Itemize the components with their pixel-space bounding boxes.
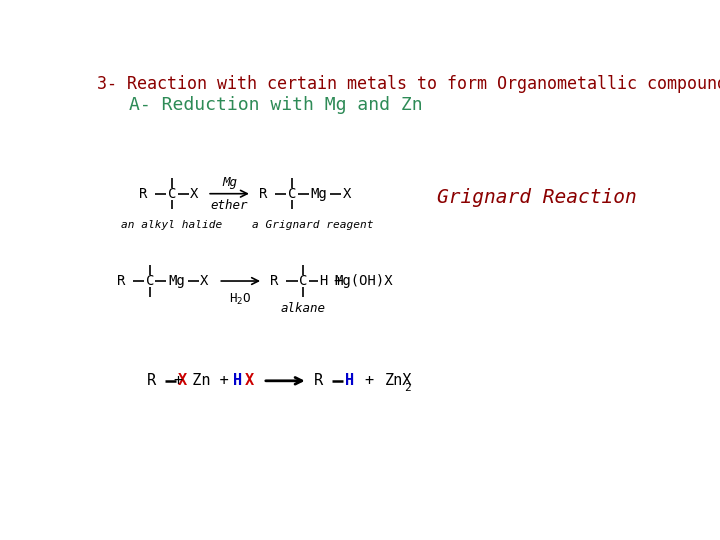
Text: ether: ether: [211, 199, 248, 212]
Text: A- Reduction with Mg and Zn: A- Reduction with Mg and Zn: [129, 96, 423, 114]
Text: +: +: [334, 274, 343, 288]
Text: a Grignard reagent: a Grignard reagent: [253, 220, 374, 230]
Text: X: X: [200, 274, 209, 288]
Text: X: X: [190, 187, 199, 201]
Text: R: R: [314, 373, 323, 388]
Text: H$_2$O: H$_2$O: [230, 292, 252, 307]
Text: R: R: [139, 187, 147, 201]
Text: X: X: [343, 187, 351, 201]
Text: Grignard Reaction: Grignard Reaction: [436, 188, 636, 207]
Text: R: R: [147, 373, 156, 388]
Text: Mg: Mg: [310, 187, 327, 201]
Text: R: R: [270, 274, 279, 288]
Text: 3- Reaction with certain metals to form Organometallic compounds: 3- Reaction with certain metals to form …: [96, 75, 720, 93]
Text: H: H: [233, 373, 243, 388]
Text: ZnX: ZnX: [384, 373, 412, 388]
Text: Mg: Mg: [168, 274, 185, 288]
Text: C: C: [168, 187, 176, 201]
Text: an alkyl halide: an alkyl halide: [122, 220, 222, 230]
Text: C: C: [288, 187, 296, 201]
Text: +: +: [364, 373, 374, 388]
Text: C: C: [145, 274, 154, 288]
Text: X: X: [178, 373, 187, 388]
Text: R: R: [117, 274, 125, 288]
Text: H: H: [346, 373, 354, 388]
Text: H: H: [319, 274, 328, 288]
Text: R: R: [258, 187, 267, 201]
Text: alkane: alkane: [281, 301, 325, 314]
Text: + Zn +: + Zn +: [174, 373, 229, 388]
Text: Mg(OH)X: Mg(OH)X: [334, 274, 392, 288]
Text: 2: 2: [404, 383, 411, 393]
Text: X: X: [245, 373, 253, 388]
Text: C: C: [299, 274, 307, 288]
Text: Mg: Mg: [222, 176, 237, 188]
